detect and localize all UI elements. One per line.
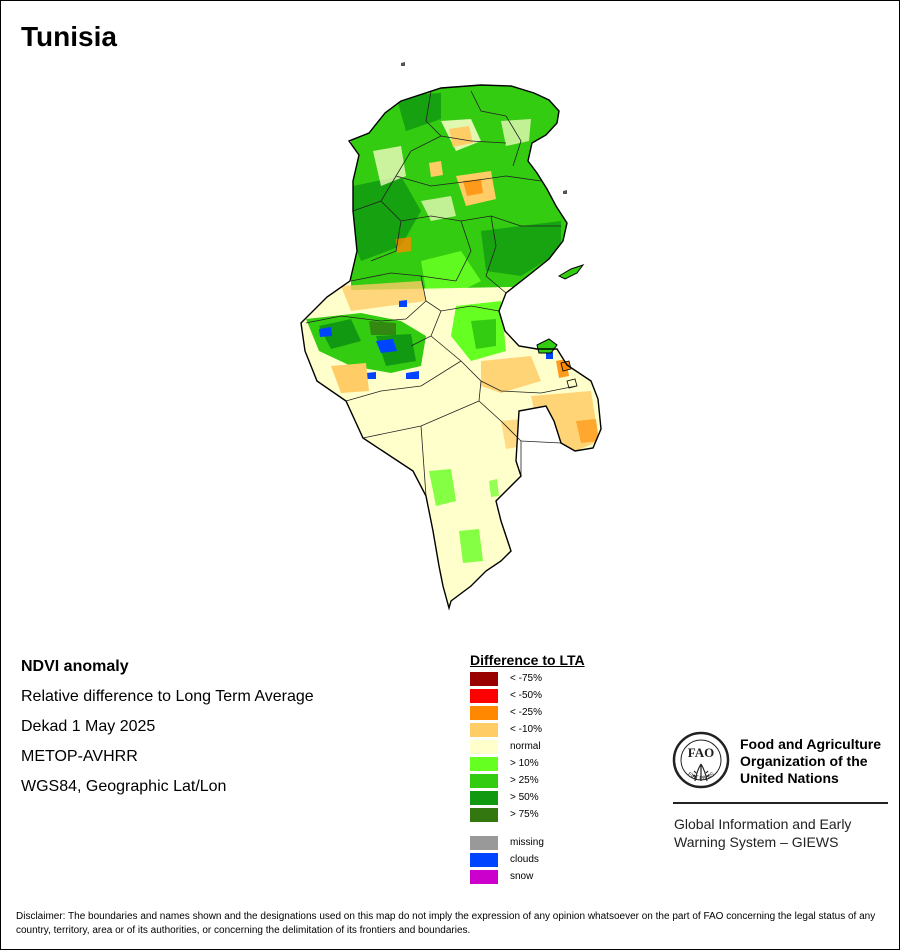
fao-logo-icon: FAO FIAT PANIS xyxy=(672,731,730,789)
legend-swatch xyxy=(470,757,498,771)
legend-label: < -10% xyxy=(510,724,542,735)
legend-swatch xyxy=(470,774,498,788)
legend-swatch xyxy=(470,836,498,850)
legend-label: < -75% xyxy=(510,673,542,684)
disclaimer: Disclaimer: The boundaries and names sho… xyxy=(16,911,876,936)
fao-motto: FIAT PANIS xyxy=(686,771,716,781)
sensor-name: METOP-AVHRR xyxy=(21,748,138,765)
time-period: Dekad 1 May 2025 xyxy=(21,718,156,735)
tunisia-ndvi-map xyxy=(300,62,602,609)
legend-swatch xyxy=(470,689,498,703)
legend-label: < -25% xyxy=(510,707,542,718)
legend-swatch xyxy=(470,808,498,822)
product-description: Relative difference to Long Term Average xyxy=(21,688,314,705)
legend-label: clouds xyxy=(510,854,539,865)
map-legend: Difference to LTA < -75% < -50% < -25% <… xyxy=(470,652,585,884)
legend-swatch xyxy=(470,706,498,720)
legend-swatch xyxy=(470,672,498,686)
fao-divider xyxy=(673,802,888,804)
legend-swatch xyxy=(470,791,498,805)
legend-title: Difference to LTA xyxy=(470,652,585,668)
product-name: NDVI anomaly xyxy=(21,658,129,675)
projection-name: WGS84, Geographic Lat/Lon xyxy=(21,778,227,795)
legend-label: < -50% xyxy=(510,690,542,701)
legend-swatch xyxy=(470,870,498,884)
fao-logo-text: FAO xyxy=(688,745,714,760)
legend-label: snow xyxy=(510,871,534,882)
legend-label: > 75% xyxy=(510,809,539,820)
legend-label: normal xyxy=(510,741,541,752)
legend-label: missing xyxy=(510,837,544,848)
map-info: NDVI anomaly Relative difference to Long… xyxy=(21,656,314,806)
legend-swatch xyxy=(470,853,498,867)
legend-label: > 25% xyxy=(510,775,539,786)
map-title: Tunisia xyxy=(21,21,117,52)
legend-swatch xyxy=(470,723,498,737)
legend-label: > 50% xyxy=(510,792,539,803)
giews-name: Global Information and Early Warning Sys… xyxy=(674,816,852,850)
legend-label: > 10% xyxy=(510,758,539,769)
fao-org-name: Food and Agriculture Organization of the… xyxy=(740,736,882,786)
legend-swatch xyxy=(470,740,498,754)
